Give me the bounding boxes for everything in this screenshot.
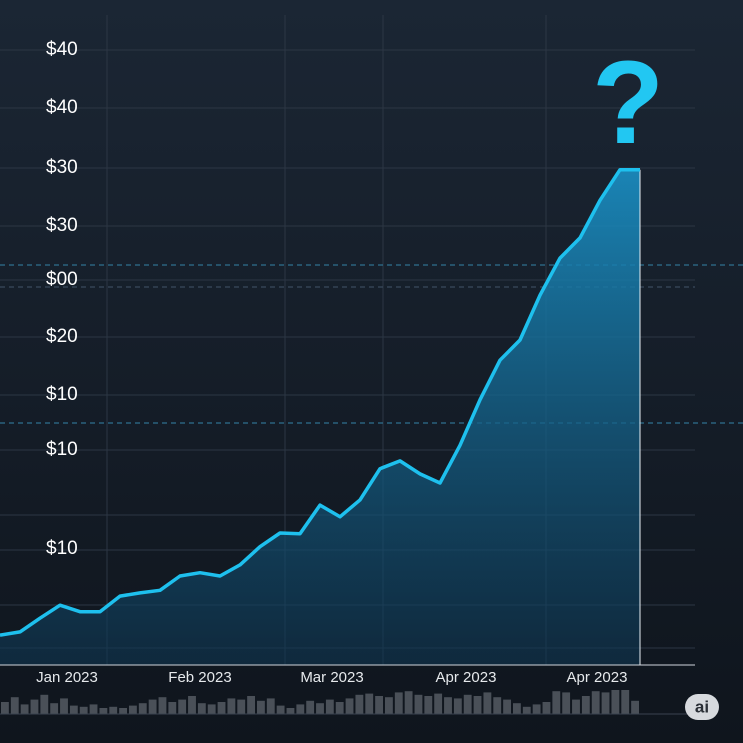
volume-bar bbox=[434, 693, 443, 714]
volume-bar bbox=[1, 702, 9, 714]
volume-bar bbox=[30, 699, 39, 714]
volume-bar bbox=[207, 704, 216, 714]
volume-bar bbox=[611, 690, 620, 714]
y-tick-label: $10 bbox=[46, 439, 78, 460]
volume-bar bbox=[572, 699, 580, 714]
volume-bar bbox=[20, 704, 29, 714]
volume-bar bbox=[69, 705, 78, 714]
x-tick-label: Apr 2023 bbox=[567, 669, 628, 686]
x-tick-label: Feb 2023 bbox=[168, 669, 231, 686]
volume-bar bbox=[306, 700, 315, 714]
volume-bar bbox=[158, 697, 167, 714]
volume-bar bbox=[99, 708, 108, 714]
y-tick-label: $40 bbox=[46, 39, 78, 60]
volume-bar bbox=[542, 702, 551, 714]
volume-bar bbox=[404, 691, 413, 714]
plot bbox=[0, 167, 641, 714]
volume-bar bbox=[493, 697, 502, 714]
volume-bar bbox=[237, 699, 246, 714]
volume-bar bbox=[621, 690, 630, 714]
volume-bar bbox=[375, 696, 383, 714]
volume-bar bbox=[591, 691, 600, 714]
volume-bar bbox=[217, 702, 226, 714]
volume-bar bbox=[414, 694, 423, 714]
volume-bar bbox=[178, 699, 187, 714]
badge-bg bbox=[685, 694, 719, 720]
volume-bar bbox=[581, 696, 590, 714]
volume-bar bbox=[89, 704, 98, 714]
volume-bar bbox=[79, 706, 88, 714]
volume-bar bbox=[197, 703, 206, 714]
volume-bar bbox=[473, 696, 482, 714]
volume-bar bbox=[286, 708, 295, 714]
volume-bar bbox=[109, 706, 118, 714]
volume-bar bbox=[601, 692, 610, 714]
volume-bar bbox=[227, 698, 236, 714]
volume-bar bbox=[513, 703, 521, 714]
volume-bar bbox=[562, 692, 571, 714]
y-tick-label: $30 bbox=[46, 157, 78, 178]
volume-bar bbox=[631, 700, 639, 714]
x-tick-label: Apr 2023 bbox=[436, 669, 497, 686]
volume-bar bbox=[247, 696, 255, 714]
volume-bar bbox=[10, 697, 19, 714]
volume-bar bbox=[138, 703, 147, 714]
y-tick-label: $40 bbox=[46, 97, 78, 118]
volume-bar bbox=[119, 708, 127, 714]
volume-bar bbox=[453, 698, 462, 714]
x-tick-label: Jan 2023 bbox=[36, 669, 98, 686]
volume-bar bbox=[296, 704, 305, 714]
volume-bar bbox=[424, 696, 433, 714]
volume-bar bbox=[129, 705, 137, 714]
volume-bar bbox=[345, 698, 354, 714]
y-tick-label: $00 bbox=[46, 269, 78, 290]
volume-bar bbox=[365, 693, 374, 714]
volume-bar bbox=[325, 699, 334, 714]
volume-bar bbox=[463, 694, 472, 714]
volume-bar bbox=[168, 702, 177, 714]
y-tick-label: $20 bbox=[46, 326, 78, 347]
volume-bar bbox=[483, 692, 492, 714]
volume-bar bbox=[355, 694, 364, 714]
volume-bar bbox=[503, 699, 511, 714]
volume-bar bbox=[394, 692, 403, 714]
volume-bar bbox=[552, 691, 561, 714]
volume-bar bbox=[60, 698, 68, 714]
volume-bar bbox=[444, 697, 452, 714]
x-tick-label: Mar 2023 bbox=[300, 669, 363, 686]
volume-bar bbox=[385, 697, 393, 714]
volume-bar bbox=[188, 696, 196, 714]
volume-bar bbox=[276, 705, 285, 714]
volume-bar bbox=[40, 694, 49, 714]
volume-bar bbox=[257, 700, 265, 714]
volume-bar bbox=[522, 706, 531, 714]
y-tick-label: $10 bbox=[46, 384, 78, 405]
badge: ai bbox=[695, 697, 709, 716]
volume-bar bbox=[532, 704, 541, 714]
y-tick-label: $30 bbox=[46, 215, 78, 236]
volume-bar bbox=[316, 703, 324, 714]
area bbox=[0, 169, 640, 665]
volume-bar bbox=[335, 702, 344, 714]
annotation: ? bbox=[592, 37, 664, 169]
y-tick-label: $10 bbox=[46, 538, 78, 559]
line bbox=[0, 167, 640, 637]
volume-bar bbox=[266, 698, 275, 714]
volume-bar bbox=[148, 699, 157, 714]
volume-bar bbox=[50, 703, 59, 714]
